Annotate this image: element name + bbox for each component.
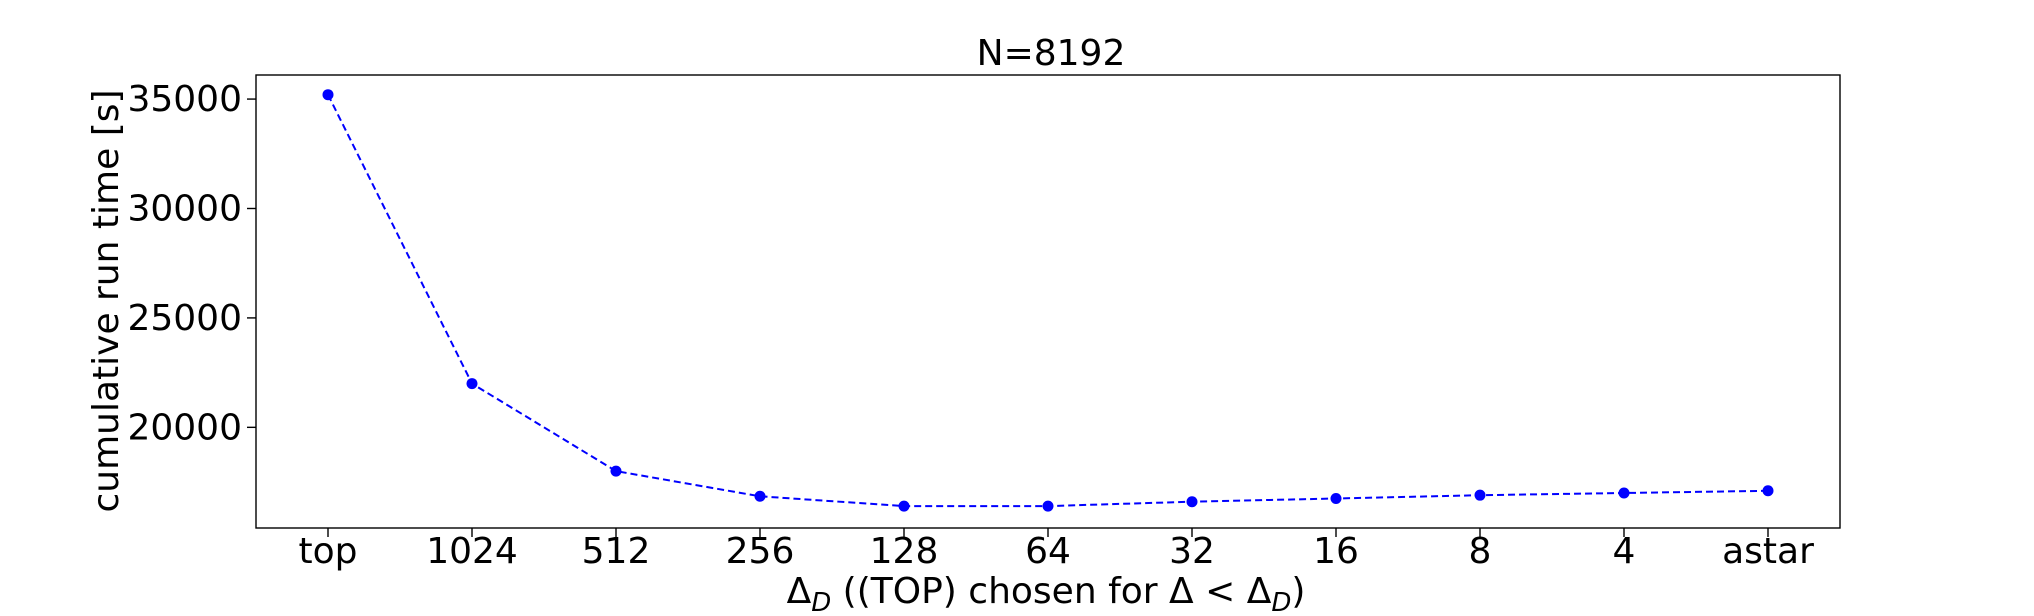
x-tick-label: top bbox=[299, 531, 358, 572]
x-tick-label: 16 bbox=[1313, 531, 1359, 572]
x-label-middle: ((TOP) chosen for Δ < Δ bbox=[831, 571, 1271, 612]
x-label-subscript-d: D bbox=[811, 588, 831, 616]
x-axis: top 1024 512 256 128 64 32 16 8 4 astar bbox=[299, 528, 1814, 572]
x-label-subscript-d2: D bbox=[1271, 588, 1291, 616]
y-tick-label: 35000 bbox=[127, 79, 242, 120]
chart-title: N=8192 bbox=[977, 33, 1126, 74]
data-point bbox=[610, 465, 622, 477]
data-point bbox=[1618, 487, 1630, 499]
x-label-delta: Δ bbox=[787, 571, 812, 612]
data-point bbox=[1474, 489, 1486, 501]
x-tick-label: 32 bbox=[1169, 531, 1215, 572]
y-tick-label: 30000 bbox=[127, 188, 242, 229]
x-tick-label: 1024 bbox=[426, 531, 518, 572]
data-point bbox=[898, 500, 910, 512]
data-point bbox=[754, 490, 766, 502]
data-point bbox=[1186, 496, 1198, 508]
y-tick-label: 25000 bbox=[127, 298, 242, 339]
data-point bbox=[1042, 500, 1054, 512]
x-label-end: ) bbox=[1291, 571, 1305, 612]
x-tick-label: 512 bbox=[582, 531, 651, 572]
series-layer bbox=[322, 89, 1774, 512]
data-point bbox=[1762, 485, 1774, 497]
x-tick-label: 4 bbox=[1613, 531, 1636, 572]
x-tick-label: 8 bbox=[1469, 531, 1492, 572]
data-point bbox=[466, 378, 478, 390]
x-tick-label: 256 bbox=[726, 531, 795, 572]
x-tick-label: astar bbox=[1722, 531, 1814, 572]
data-point bbox=[322, 89, 334, 101]
y-tick-label: 20000 bbox=[127, 407, 242, 448]
y-axis: 20000 25000 30000 35000 bbox=[127, 79, 256, 448]
data-point bbox=[1330, 492, 1342, 504]
x-tick-label: 64 bbox=[1025, 531, 1071, 572]
x-axis-label: ΔD ((TOP) chosen for Δ < ΔD) bbox=[787, 571, 1306, 616]
x-tick-label: 128 bbox=[870, 531, 939, 572]
y-axis-label: cumulative run time [s] bbox=[86, 89, 127, 512]
